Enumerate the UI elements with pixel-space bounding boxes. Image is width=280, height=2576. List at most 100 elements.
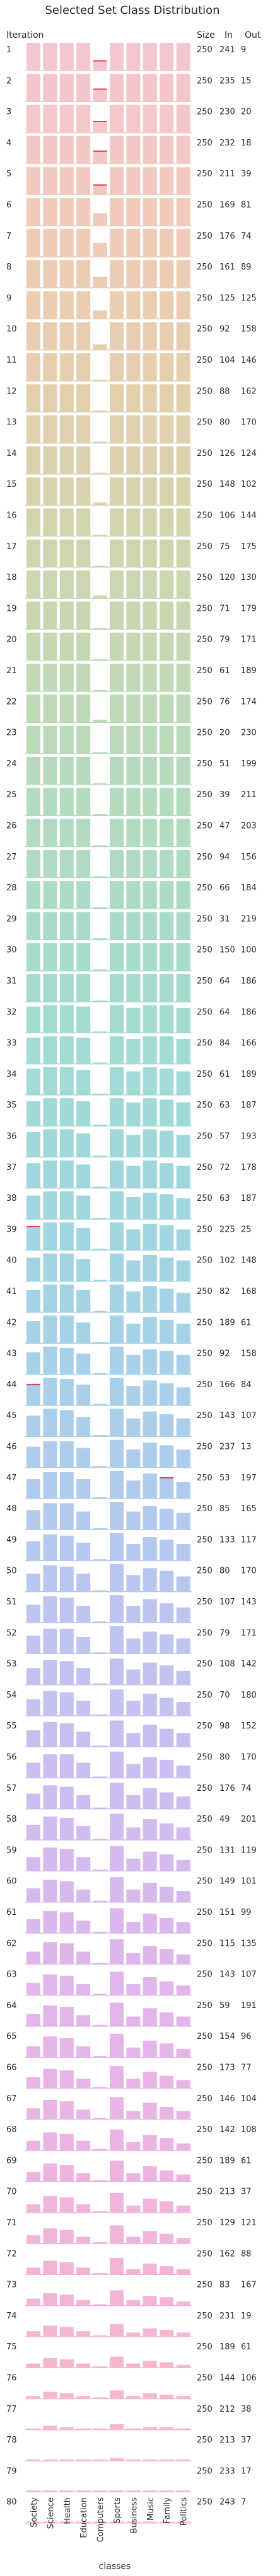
bar — [110, 1877, 124, 1902]
bar — [76, 1164, 91, 1188]
size-value: 250 — [197, 1877, 213, 1887]
in-value: 31 — [219, 914, 230, 924]
in-value: 80 — [219, 1753, 230, 1762]
bar — [143, 1286, 157, 1312]
bar — [126, 2363, 141, 2368]
iteration-row: 37 250 72 178 — [6, 1160, 257, 1189]
iteration-label: 43 — [6, 1349, 17, 1359]
bar — [76, 725, 91, 754]
size-value: 250 — [197, 1473, 213, 1483]
iteration-label: 5 — [6, 169, 11, 179]
size-value: 250 — [197, 946, 213, 955]
size-value: 250 — [197, 759, 213, 769]
in-value: 129 — [219, 2218, 235, 2228]
bar — [26, 1857, 40, 1871]
x-tick-label: Sports — [113, 2497, 122, 2524]
in-value: 72 — [219, 1163, 230, 1172]
x-tick-label: Music — [146, 2497, 156, 2521]
bar — [59, 1975, 74, 1995]
size-value: 250 — [197, 1194, 213, 1203]
bar — [59, 1881, 74, 1902]
bar — [26, 2490, 40, 2492]
bar — [126, 322, 141, 350]
out-value: 179 — [241, 604, 257, 613]
bar — [93, 1373, 107, 1375]
iteration-row: 14 250 126 124 — [6, 446, 257, 475]
bar — [93, 344, 107, 350]
iteration-row: 20 250 79 171 — [6, 632, 257, 661]
bar — [110, 384, 124, 412]
bar — [93, 1497, 107, 1499]
bar — [93, 783, 107, 785]
bar — [43, 1129, 57, 1157]
bar — [176, 664, 190, 691]
in-value: 189 — [219, 2156, 235, 2165]
in-value: 61 — [219, 1070, 230, 1079]
bar — [76, 1448, 91, 1468]
bar — [43, 756, 57, 785]
bar — [26, 1416, 40, 1437]
bar — [160, 1917, 174, 1933]
in-value: 47 — [219, 822, 230, 831]
in-value: 189 — [219, 2342, 235, 2352]
in-value: 64 — [219, 977, 230, 986]
in-value: 233 — [219, 2466, 235, 2476]
bar — [76, 912, 91, 940]
in-value: 75 — [219, 542, 230, 552]
bar — [160, 1887, 174, 1902]
out-value: 135 — [241, 1939, 257, 1948]
in-value: 144 — [219, 2374, 235, 2383]
bar — [176, 43, 190, 71]
out-value: 74 — [241, 1784, 252, 1793]
size-value: 250 — [197, 542, 213, 552]
bar — [176, 788, 190, 816]
bar — [110, 2324, 124, 2337]
bar — [26, 1793, 40, 1809]
in-value: 241 — [219, 45, 235, 55]
in-value: 64 — [219, 1007, 230, 1017]
bar — [43, 322, 57, 350]
bar — [93, 1062, 107, 1064]
bar — [176, 1733, 190, 1747]
bar — [43, 2228, 57, 2244]
in-value: 51 — [219, 759, 230, 769]
iteration-row: 76 250 144 106 — [6, 2374, 257, 2400]
bar — [176, 881, 190, 909]
bar — [176, 322, 190, 350]
bar — [176, 1544, 190, 1561]
size-value: 250 — [197, 2094, 213, 2104]
bar — [126, 2490, 141, 2492]
iteration-label: 48 — [6, 1504, 17, 1514]
bar — [126, 1511, 141, 1530]
bar — [59, 2490, 74, 2492]
iteration-row: 74 250 231 19 — [6, 2312, 252, 2337]
bar — [26, 1195, 40, 1220]
out-value: 197 — [241, 1473, 257, 1483]
out-value: 121 — [241, 2218, 257, 2228]
bar — [143, 1693, 157, 1716]
bar — [110, 2160, 124, 2182]
bar — [93, 1186, 107, 1188]
iteration-label: 60 — [6, 1877, 17, 1887]
bar — [143, 1946, 157, 1965]
bar — [160, 1509, 174, 1530]
bar — [143, 1537, 157, 1561]
bar — [126, 570, 141, 599]
iteration-row: 17 250 75 175 — [6, 539, 257, 568]
iteration-row: 62 250 115 135 — [6, 1939, 257, 1965]
bar — [93, 2118, 107, 2119]
bar — [176, 849, 190, 878]
iteration-row: 54 250 70 180 — [6, 1689, 257, 1716]
bar — [110, 43, 124, 71]
size-value: 250 — [197, 1722, 213, 1731]
bar — [110, 664, 124, 691]
bar — [26, 105, 40, 133]
iteration-row: 25 250 39 211 — [6, 788, 257, 816]
bar — [43, 1880, 57, 1902]
iteration-row: 27 250 94 156 — [6, 849, 257, 878]
bar — [143, 788, 157, 816]
iteration-row: 52 250 79 171 — [6, 1626, 257, 1655]
bar — [160, 664, 174, 691]
iteration-row: 45 250 143 107 — [6, 1409, 257, 1437]
in-value: 166 — [219, 1380, 235, 1390]
